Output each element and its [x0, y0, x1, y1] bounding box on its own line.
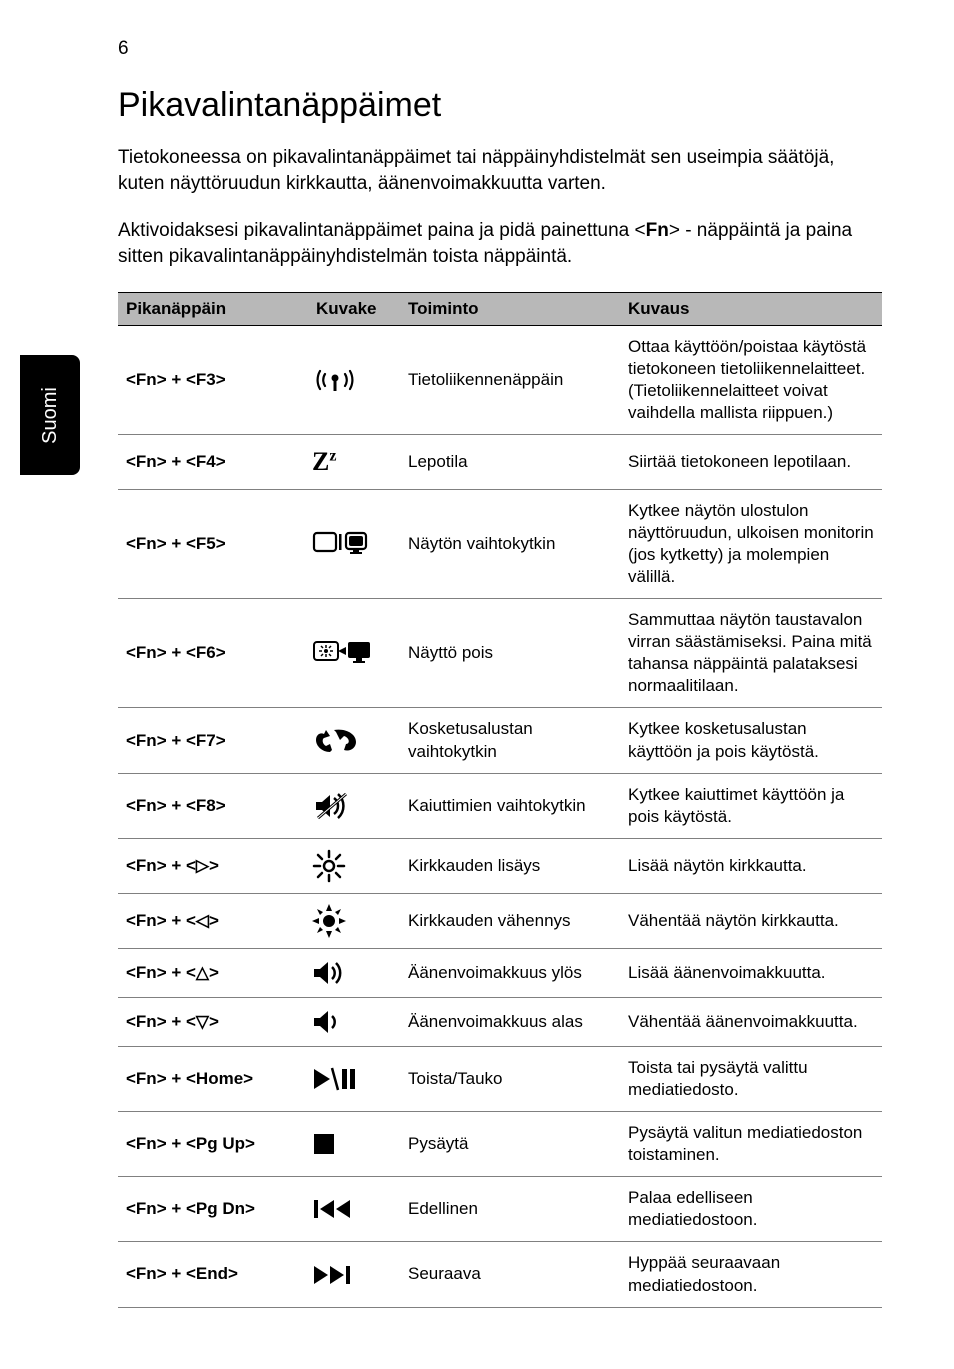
previous-icon — [312, 1198, 352, 1220]
icon-cell — [308, 997, 400, 1046]
hotkey-cell: <Fn> + <End> — [118, 1242, 308, 1307]
stop-icon — [312, 1132, 336, 1156]
display-toggle-icon — [312, 529, 368, 559]
function-cell: Seuraava — [400, 1242, 620, 1307]
table-row: <Fn> + <Home> Toista/Tauko Toista tai py… — [118, 1046, 882, 1111]
function-cell: Äänenvoimakkuus ylös — [400, 948, 620, 997]
table-row: <Fn> + <F5> Näytön vaihtokytkin Kytkee n… — [118, 489, 882, 598]
display-off-icon — [312, 639, 372, 667]
brightness-down-icon — [312, 904, 346, 938]
desc-cell: Ottaa käyttöön/poistaa käytöstä tietokon… — [620, 325, 882, 434]
hotkey-cell: <Fn> + <F6> — [118, 599, 308, 708]
table-row: <Fn> + <End> Seuraava Hyppää seuraavaan … — [118, 1242, 882, 1307]
hotkey-cell: <Fn> + <F5> — [118, 489, 308, 598]
desc-cell: Siirtää tietokoneen lepotilaan. — [620, 434, 882, 489]
next-icon — [312, 1264, 352, 1286]
function-cell: Kaiuttimien vaihtokytkin — [400, 773, 620, 838]
icon-cell: Zz — [308, 434, 400, 489]
page: 6 Suomi Pikavalintanäppäimet Tietokonees… — [0, 0, 954, 1348]
intro2-pre: Aktivoidaksesi pikavalintanäppäimet pain… — [118, 220, 646, 241]
desc-cell: Vähentää näytön kirkkautta. — [620, 893, 882, 948]
volume-down-icon — [312, 1008, 344, 1036]
function-cell: Näyttö pois — [400, 599, 620, 708]
desc-cell: Toista tai pysäytä valittu mediatiedosto… — [620, 1046, 882, 1111]
table-row: <Fn> + <▷> Kirkkauden lisäys Lisää näytö… — [118, 838, 882, 893]
icon-cell — [308, 893, 400, 948]
function-cell: Edellinen — [400, 1177, 620, 1242]
intro-paragraph-1: Tietokoneessa on pikavalintanäppäimet ta… — [118, 145, 882, 196]
table-row: <Fn> + <F7> Kosketusalustan vaihtokytkin… — [118, 708, 882, 773]
hotkey-cell: <Fn> + <▽> — [118, 997, 308, 1046]
desc-cell: Kytkee näytön ulostulon näyttöruudun, ul… — [620, 489, 882, 598]
side-tab-label: Suomi — [38, 387, 61, 444]
hotkey-cell: <Fn> + <△> — [118, 948, 308, 997]
hotkey-cell: <Fn> + <F7> — [118, 708, 308, 773]
icon-cell — [308, 708, 400, 773]
hotkey-cell: <Fn> + <◁> — [118, 893, 308, 948]
icon-cell — [308, 838, 400, 893]
table-row: <Fn> + <F8> Kaiuttimien vaihtokytkin Kyt… — [118, 773, 882, 838]
hotkey-cell: <Fn> + <Pg Dn> — [118, 1177, 308, 1242]
icon-cell — [308, 599, 400, 708]
th-hotkey: Pikanäppäin — [118, 292, 308, 325]
icon-cell — [308, 1046, 400, 1111]
desc-cell: Palaa edelliseen mediatiedostoon. — [620, 1177, 882, 1242]
table-row: <Fn> + <Pg Dn> Edellinen Palaa edellisee… — [118, 1177, 882, 1242]
hotkey-cell: <Fn> + <F4> — [118, 434, 308, 489]
function-cell: Kosketusalustan vaihtokytkin — [400, 708, 620, 773]
page-title: Pikavalintanäppäimet — [118, 86, 882, 125]
function-cell: Tietoliikennenäppäin — [400, 325, 620, 434]
table-row: <Fn> + <◁> Kirkkauden vähennys Vähentää … — [118, 893, 882, 948]
hotkey-cell: <Fn> + <Home> — [118, 1046, 308, 1111]
hotkey-cell: <Fn> + <F3> — [118, 325, 308, 434]
sleep-icon: Zz — [312, 447, 336, 476]
table-row: <Fn> + <F4> Zz Lepotila Siirtää tietokon… — [118, 434, 882, 489]
th-icon: Kuvake — [308, 292, 400, 325]
icon-cell — [308, 773, 400, 838]
th-desc: Kuvaus — [620, 292, 882, 325]
table-row: <Fn> + <F3> Tietoliikennenäppäin — [118, 325, 882, 434]
desc-cell: Sammuttaa näytön taustavalon virran sääs… — [620, 599, 882, 708]
function-cell: Lepotila — [400, 434, 620, 489]
desc-cell: Lisää äänenvoimakkuutta. — [620, 948, 882, 997]
touchpad-icon — [312, 726, 360, 756]
icon-cell — [308, 325, 400, 434]
table-row: <Fn> + <△> Äänenvoimakkuus ylös Lisää ää… — [118, 948, 882, 997]
side-tab: Suomi — [20, 355, 80, 475]
function-cell: Äänenvoimakkuus alas — [400, 997, 620, 1046]
function-cell: Kirkkauden vähennys — [400, 893, 620, 948]
th-function: Toiminto — [400, 292, 620, 325]
intro2-bold: Fn — [646, 220, 669, 241]
function-cell: Kirkkauden lisäys — [400, 838, 620, 893]
desc-cell: Hyppää seuraavaan mediatiedostoon. — [620, 1242, 882, 1307]
icon-cell — [308, 1177, 400, 1242]
icon-cell — [308, 1112, 400, 1177]
function-cell: Toista/Tauko — [400, 1046, 620, 1111]
play-pause-icon — [312, 1066, 356, 1092]
page-number: 6 — [118, 38, 129, 60]
wifi-icon — [312, 363, 358, 397]
function-cell: Pysäytä — [400, 1112, 620, 1177]
function-cell: Näytön vaihtokytkin — [400, 489, 620, 598]
desc-cell: Kytkee kosketusalustan käyttöön ja pois … — [620, 708, 882, 773]
table-row: <Fn> + <▽> Äänenvoimakkuus alas Vähentää… — [118, 997, 882, 1046]
table-row: <Fn> + <F6> — [118, 599, 882, 708]
table-row: <Fn> + <Pg Up> Pysäytä Pysäytä valitun m… — [118, 1112, 882, 1177]
desc-cell: Kytkee kaiuttimet käyttöön ja pois käytö… — [620, 773, 882, 838]
table-header-row: Pikanäppäin Kuvake Toiminto Kuvaus — [118, 292, 882, 325]
desc-cell: Pysäytä valitun mediatiedoston toistamin… — [620, 1112, 882, 1177]
speaker-mute-icon — [312, 790, 352, 822]
hotkey-cell: <Fn> + <F8> — [118, 773, 308, 838]
hotkey-cell: <Fn> + <Pg Up> — [118, 1112, 308, 1177]
intro-paragraph-2: Aktivoidaksesi pikavalintanäppäimet pain… — [118, 218, 882, 269]
volume-up-icon — [312, 959, 348, 987]
hotkeys-table: Pikanäppäin Kuvake Toiminto Kuvaus <Fn> … — [118, 292, 882, 1308]
desc-cell: Lisää näytön kirkkautta. — [620, 838, 882, 893]
desc-cell: Vähentää äänenvoimakkuutta. — [620, 997, 882, 1046]
brightness-up-icon — [312, 849, 346, 883]
icon-cell — [308, 1242, 400, 1307]
icon-cell — [308, 489, 400, 598]
icon-cell — [308, 948, 400, 997]
hotkey-cell: <Fn> + <▷> — [118, 838, 308, 893]
